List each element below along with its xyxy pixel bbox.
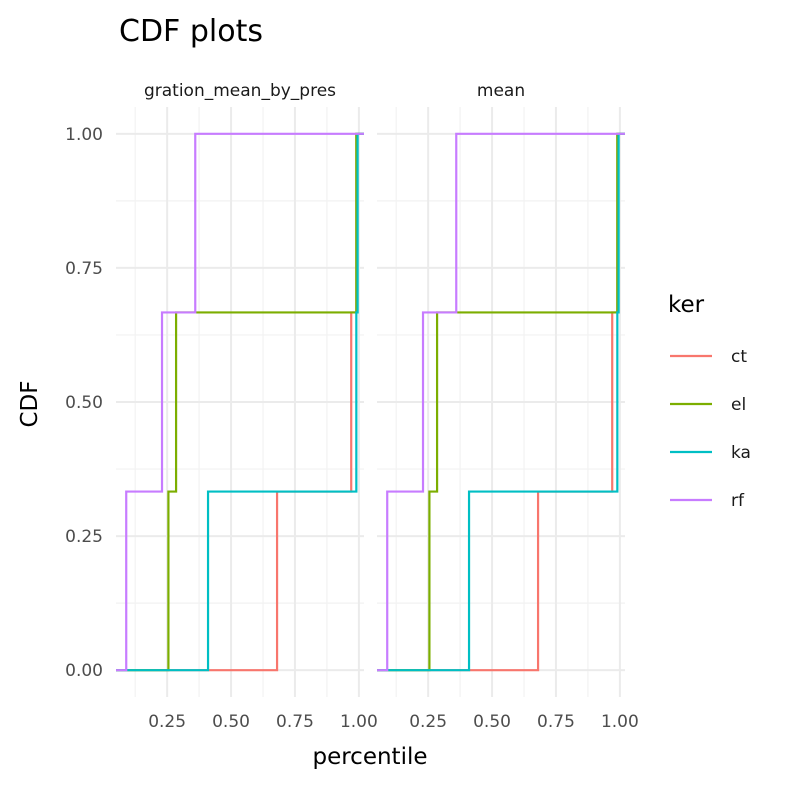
series-line-ka <box>377 132 625 672</box>
y-tick-label: 0.50 <box>65 393 103 413</box>
facet-strip-label: mean <box>477 81 525 101</box>
x-tick-label: 0.75 <box>537 712 575 732</box>
series-line-ka <box>116 132 364 672</box>
y-tick-label: 1.00 <box>65 125 103 145</box>
y-tick-label: 0.00 <box>65 661 103 681</box>
series-line-el <box>377 132 625 672</box>
series-line-rf <box>116 132 364 672</box>
facet-strip-label: gration_mean_by_pres <box>144 81 336 101</box>
x-tick-label: 1.00 <box>340 712 378 732</box>
series-line-el <box>116 132 364 672</box>
x-tick-label: 0.25 <box>148 712 186 732</box>
x-tick-label: 0.50 <box>212 712 250 732</box>
legend-title: ker <box>668 292 705 318</box>
chart-title: CDF plots <box>119 14 263 49</box>
legend-label-el: el <box>731 395 746 415</box>
y-tick-label: 0.25 <box>65 527 103 547</box>
x-tick-label: 0.50 <box>473 712 511 732</box>
legend-label-ct: ct <box>731 347 747 367</box>
x-tick-label: 1.00 <box>601 712 639 732</box>
legend: ct el ka rf <box>670 347 751 511</box>
facet-panel-1: gration_mean_by_pres 0.25 0.50 0.75 1.00 <box>116 81 378 732</box>
series-line-rf <box>377 132 625 672</box>
x-axis-title: percentile <box>312 744 427 770</box>
y-tick-label: 0.75 <box>65 259 103 279</box>
x-tick-label: 0.25 <box>409 712 447 732</box>
y-axis-title: CDF <box>17 381 43 428</box>
facet-panel-2: mean 0.25 0.50 0.75 1.00 <box>377 81 639 732</box>
x-tick-label: 0.75 <box>276 712 314 732</box>
legend-label-rf: rf <box>731 491 745 511</box>
legend-label-ka: ka <box>731 443 751 463</box>
